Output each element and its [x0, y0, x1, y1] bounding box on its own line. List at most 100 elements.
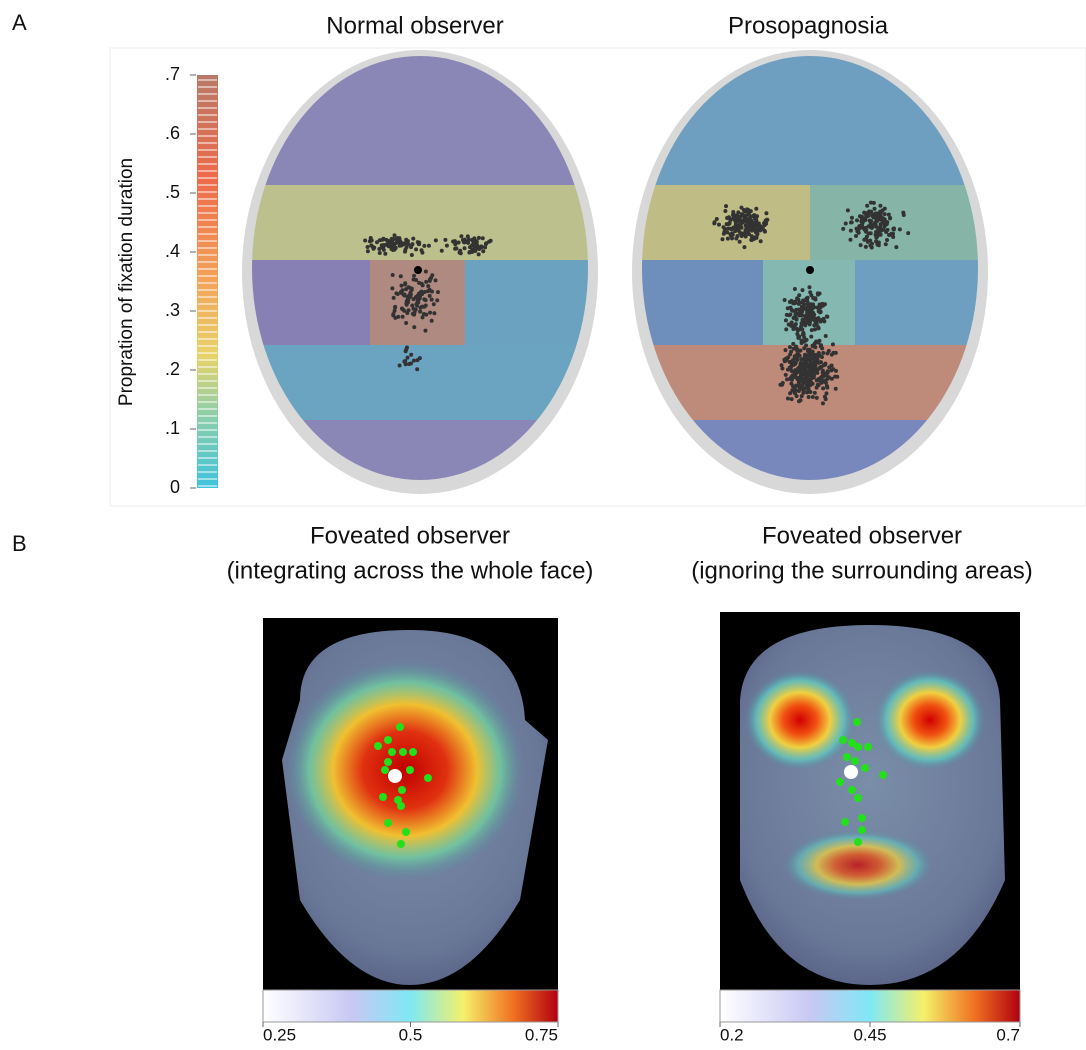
fixation-dot: [881, 227, 886, 232]
fixation-dot: [430, 273, 435, 278]
fixation-dot: [392, 233, 397, 238]
fixation-dot: [788, 305, 793, 310]
fixation-dot: [399, 748, 407, 756]
fixation-dot: [397, 840, 405, 848]
colorbar: [197, 75, 218, 488]
fixation-dot: [886, 212, 891, 217]
fixation-dot: [415, 367, 420, 372]
fixation-dot: [422, 304, 427, 309]
fixation-dot: [439, 248, 444, 253]
fixation-dot: [799, 324, 804, 329]
fixation-dot: [878, 203, 883, 208]
fixation-dot: [764, 211, 769, 216]
fixation-dot: [864, 743, 872, 751]
fixation-dot: [829, 376, 834, 381]
fixation-dot: [412, 325, 417, 330]
fixation-dot: [798, 311, 803, 316]
fixation-dot: [845, 208, 850, 213]
fixation-dot: [848, 739, 856, 747]
fixation-dot: [734, 225, 739, 230]
fixation-dot: [391, 313, 396, 318]
colorbar-tick-label: 0.45: [853, 1025, 886, 1044]
fixation-dot: [727, 220, 732, 225]
fixation-dot: [394, 796, 402, 804]
fixation-dot: [868, 243, 873, 248]
fixation-dot: [819, 343, 824, 348]
fixation-dot: [418, 305, 423, 310]
fixation-dot: [810, 343, 815, 348]
fixation-dot: [790, 373, 795, 378]
fixation-dot: [792, 287, 797, 292]
fixation-dot: [854, 233, 859, 238]
fixation-dot: [435, 290, 440, 295]
fixation-dot: [820, 374, 825, 379]
fixation-dot: [402, 828, 410, 836]
fixation-dot: [415, 303, 420, 308]
fixation-dot: [397, 363, 402, 368]
fixation-dot: [789, 397, 794, 402]
fixation-dot: [864, 229, 869, 234]
colorbar-tick-label: .2: [165, 359, 180, 379]
fixation-dot: [391, 237, 396, 242]
fixation-dot: [788, 376, 793, 381]
fixation-dot: [748, 225, 753, 230]
fixation-dot: [868, 238, 873, 243]
fixation-dot: [764, 221, 769, 226]
fixation-dot: [804, 374, 809, 379]
fixation-dot: [797, 293, 802, 298]
fixation-dot: [791, 315, 796, 320]
fixation-dot: [868, 231, 873, 236]
fixation-dot: [839, 736, 847, 744]
fixation-dot: [404, 301, 409, 306]
fixation-dot: [465, 234, 470, 239]
fixation-dot: [728, 232, 733, 237]
fixation-dot: [743, 234, 748, 239]
colorbar-tick-label: 0.75: [525, 1025, 558, 1044]
fixation-dot: [796, 335, 801, 340]
fixation-dot: [848, 228, 853, 233]
fixation-dot: [381, 766, 389, 774]
fixation-dot: [475, 246, 480, 251]
fixation-dot: [800, 383, 805, 388]
fixation-dot: [801, 390, 806, 395]
fixation-dot: [421, 311, 426, 316]
fixation-dot: [856, 230, 861, 235]
fixation-dot: [843, 221, 848, 226]
fixation-dot: [814, 367, 819, 372]
fixation-dot: [793, 368, 798, 373]
fixation-dot: [746, 212, 751, 217]
fixation-dot: [739, 234, 744, 239]
fixation-dot: [458, 248, 463, 253]
colorbar-tick-label: 0.25: [263, 1025, 296, 1044]
fixation-dot: [792, 354, 797, 359]
fixation-dot: [809, 334, 814, 339]
fixation-dot: [403, 282, 408, 287]
fixation-dot: [419, 281, 424, 286]
fixation-dot: [797, 399, 802, 404]
fixation-dot: [478, 244, 483, 249]
fixation-dot: [412, 273, 417, 278]
fixation-dot: [805, 298, 810, 303]
fixation-dot: [435, 298, 440, 303]
fixation-dot: [381, 247, 386, 252]
fixation-dot: [739, 218, 744, 223]
fixation-dot: [872, 206, 877, 211]
colorbar-tick-label: .3: [165, 300, 180, 320]
fixation-dot: [799, 378, 804, 383]
fixation-dot: [795, 328, 800, 333]
fixation-dot: [413, 307, 418, 312]
fixation-dot: [855, 218, 860, 223]
fixation-dot: [787, 345, 792, 350]
fixation-dot: [443, 237, 448, 242]
fixation-dot: [803, 338, 808, 343]
center-dot: [844, 765, 858, 779]
fixation-dot: [794, 307, 799, 312]
fixation-dot: [789, 369, 794, 374]
fixation-dot: [461, 240, 466, 245]
fixation-dot: [395, 237, 400, 242]
fixation-dot: [791, 362, 796, 367]
fixation-dot: [871, 200, 876, 205]
fixation-dot: [800, 288, 805, 293]
fixation-dot: [793, 299, 798, 304]
